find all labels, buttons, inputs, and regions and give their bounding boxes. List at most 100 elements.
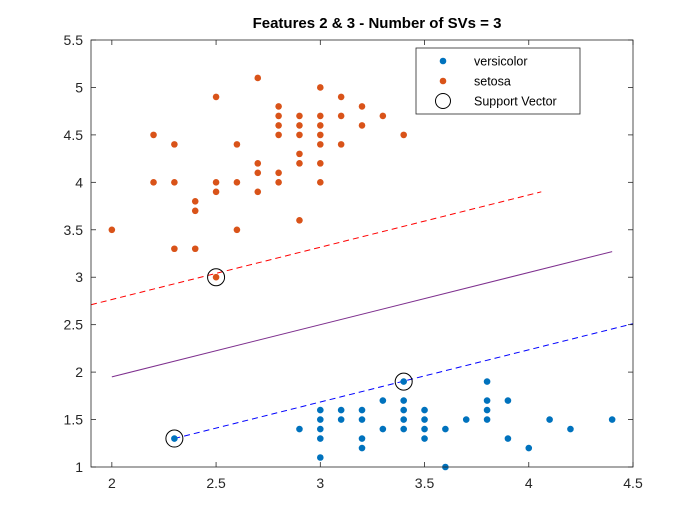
setosa-point [150,179,157,186]
setosa-point [171,245,178,253]
x-tick-label: 4 [525,475,533,491]
setosa-point [275,122,282,129]
setosa-point [212,273,220,281]
setosa-point [254,169,262,177]
versicolor-point [379,397,387,404]
setosa-point [275,112,282,120]
versicolor-point [442,425,449,433]
versicolor-point [317,406,324,414]
setosa-point [317,122,324,129]
versicolor-point [525,444,533,452]
support-vector-marker [165,429,184,448]
versicolor-point [296,425,303,433]
setosa-point [191,198,199,205]
versicolor-point [358,406,366,414]
setosa-point [233,179,241,186]
setosa-point [191,245,199,253]
setosa-point [400,131,407,139]
versicolor-point [421,425,428,433]
versicolor-point [400,378,407,385]
versicolor-point [608,416,616,423]
x-tick-label: 4.5 [623,475,643,491]
setosa-point [275,103,282,110]
legend-marker [435,93,451,109]
legend-label: Support Vector [474,95,557,109]
support-vector-layer [165,268,413,448]
upper-margin-line [90,191,542,306]
x-tick-label: 2 [108,475,116,491]
versicolor-point [317,435,324,442]
y-tick-label: 4.5 [64,127,84,143]
legend: versicolor setosa Support Vector [415,47,581,115]
setosa-point [212,93,220,101]
ticks-layer: 2 2.5 3 3.5 4 4.5 1 1.5 2 2.5 3 3.5 4 4.5 5 5.5 [64,32,643,491]
points-layer [108,74,616,471]
versicolor-point [171,435,178,442]
versicolor-point [400,397,407,404]
setosa-point [233,226,241,234]
setosa-point [358,103,366,110]
versicolor-point [358,435,366,442]
setosa-point [296,122,303,129]
setosa-point [108,226,116,234]
setosa-point [212,188,220,196]
support-vector-marker [394,372,413,391]
setosa-point [296,150,303,158]
y-tick-label: 5 [75,79,83,95]
setosa-point [296,160,303,167]
setosa-point [317,131,324,139]
y-tick-label: 3.5 [64,222,84,238]
versicolor-point [317,454,324,461]
setosa-point [358,122,366,129]
versicolor-point [504,435,512,442]
lines-layer [90,191,634,440]
setosa-point [337,141,345,148]
decision-boundary-line [111,251,613,378]
versicolor-point [317,416,324,423]
setosa-point [296,216,303,224]
versicolor-point [421,435,428,442]
versicolor-point [317,425,324,433]
versicolor-point [567,425,574,433]
setosa-point [317,179,324,186]
setosa-point [254,188,262,196]
setosa-point [254,160,262,167]
y-tick-label: 2.5 [64,317,84,333]
axes-frame [90,39,634,468]
versicolor-point [483,406,491,414]
versicolor-point [421,406,428,414]
y-tick-label: 1 [75,459,83,475]
legend-label: setosa [474,75,511,89]
versicolor-point [337,406,345,414]
setosa-point [317,84,324,91]
setosa-point [296,112,303,120]
y-tick-label: 1.5 [64,412,84,428]
setosa-point [317,112,324,120]
setosa-point [212,179,220,186]
setosa-point [275,131,282,139]
setosa-point [171,141,178,148]
legend-label: versicolor [474,55,528,69]
setosa-point [191,207,199,215]
versicolor-point [379,425,387,433]
setosa-point [171,179,178,186]
versicolor-point [504,397,512,404]
chart-title: Features 2 & 3 - Number of SVs = 3 [253,15,502,32]
setosa-point [275,169,282,177]
setosa-point [233,141,241,148]
versicolor-point [462,416,470,423]
versicolor-point [421,416,428,423]
versicolor-point [546,416,553,423]
setosa-point [379,112,387,120]
versicolor-point [358,444,366,452]
y-tick-label: 2 [75,364,83,380]
support-vector-marker [207,268,226,287]
versicolor-point [483,378,491,385]
setosa-point [337,112,345,120]
x-tick-label: 2.5 [206,475,226,491]
x-tick-label: 3.5 [415,475,435,491]
versicolor-point [400,416,407,423]
versicolor-point [483,397,491,404]
legend-marker [439,57,447,65]
